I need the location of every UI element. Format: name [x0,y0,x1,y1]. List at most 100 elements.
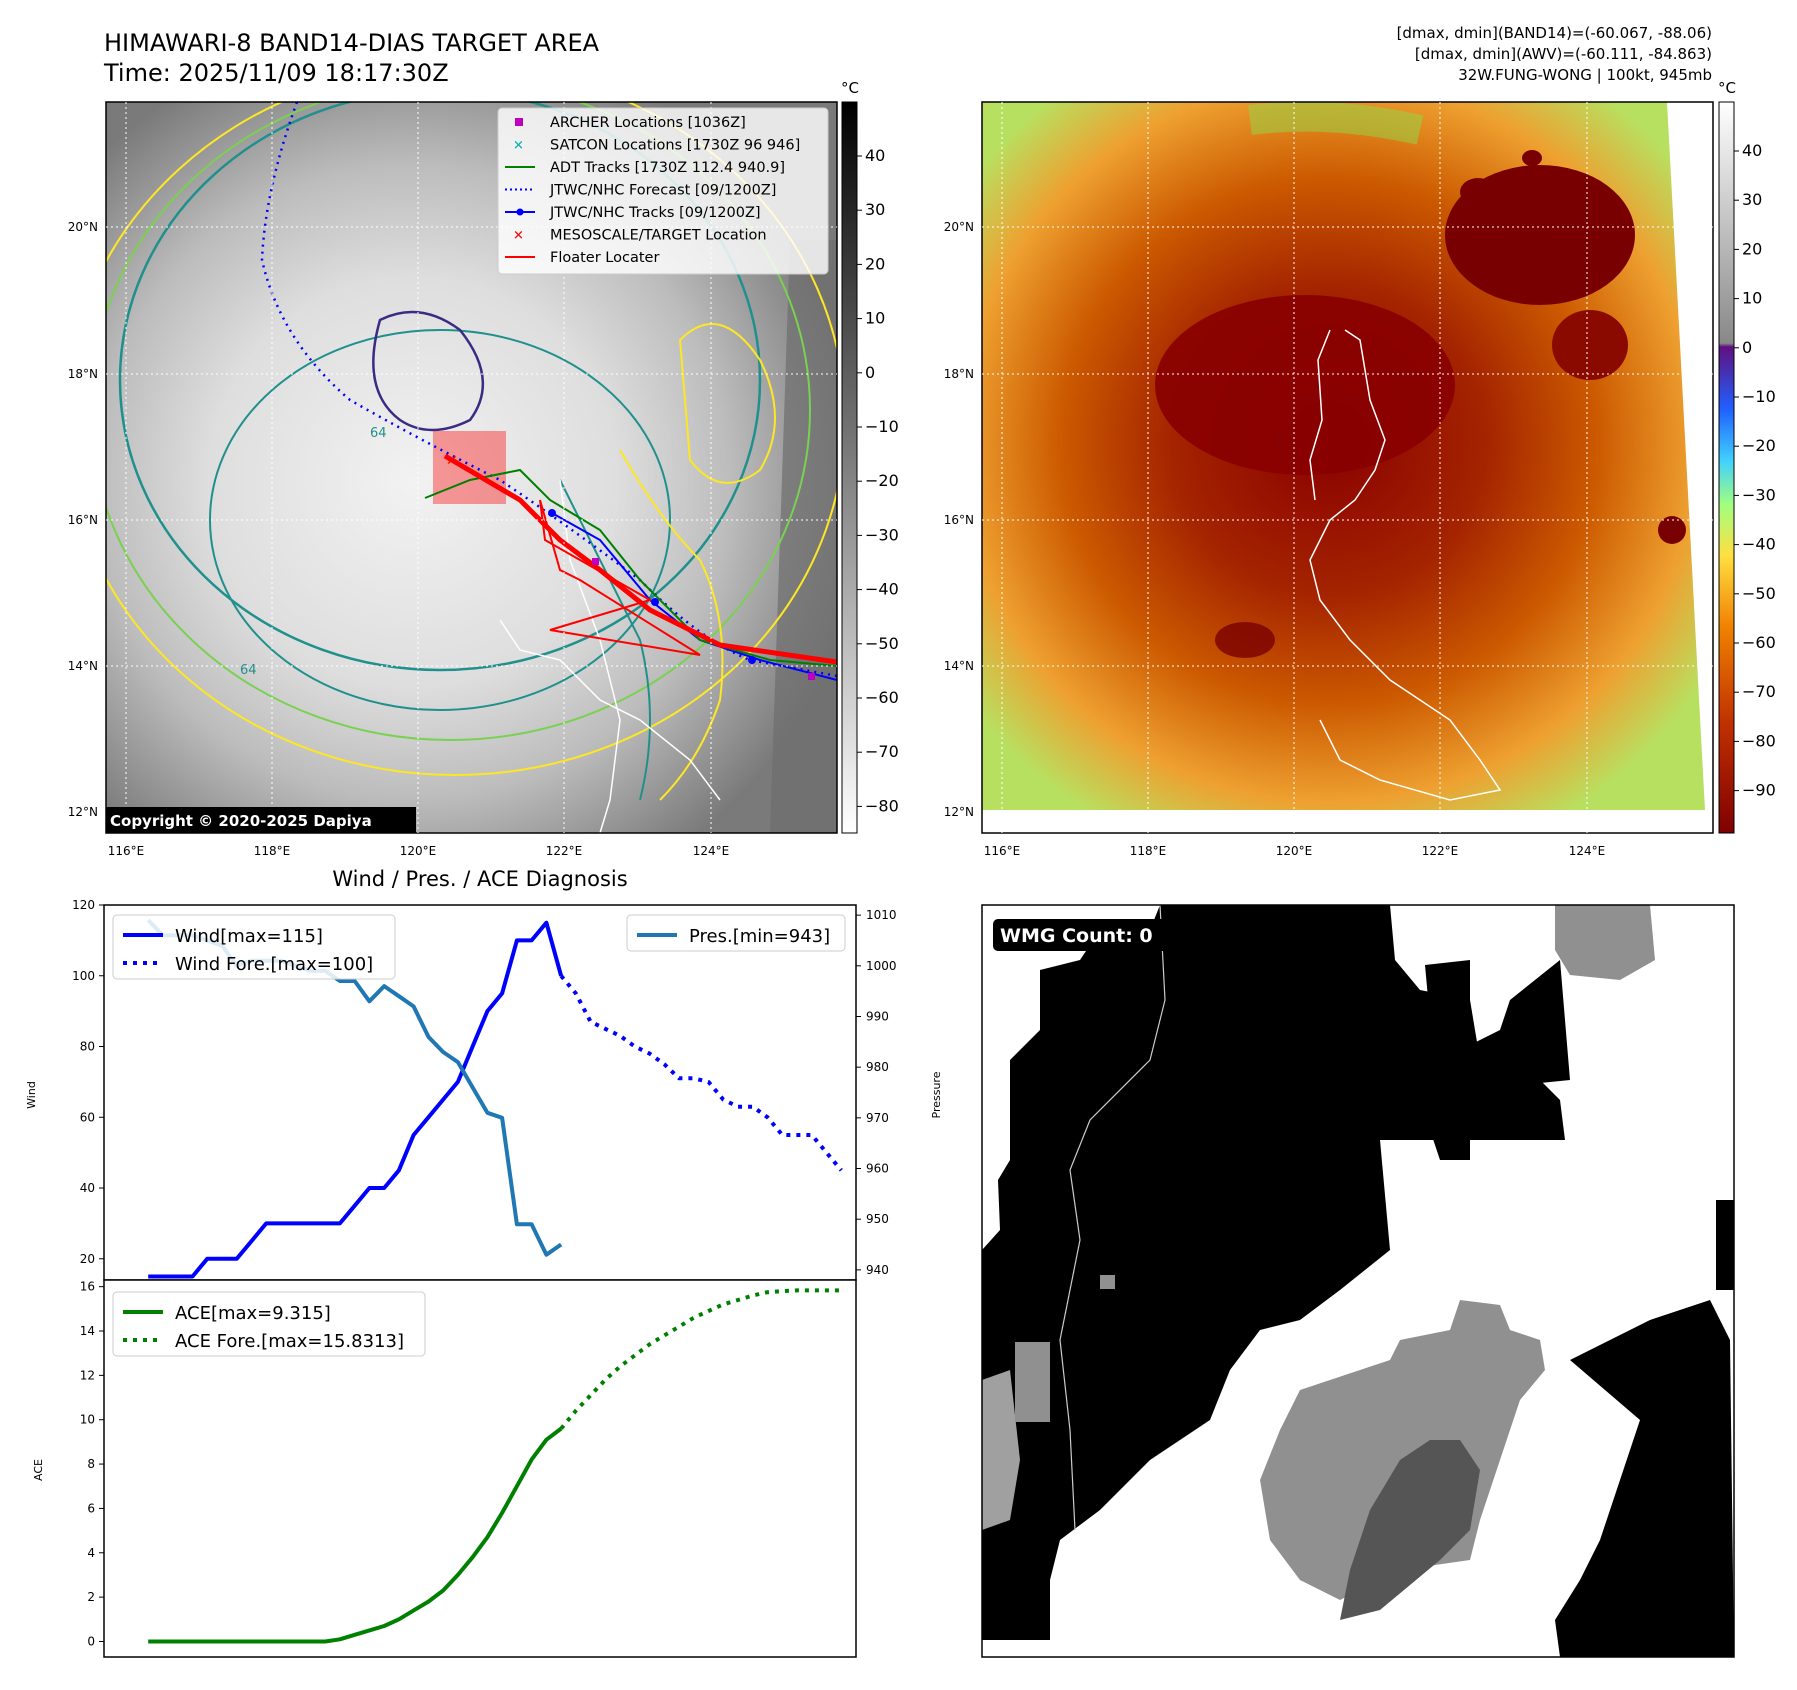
wmg-count-badge [993,919,1173,951]
target-location-marker: ✕ [446,453,458,469]
ir-map-frame [105,101,838,834]
colorbar-tick-label: −80 [1742,731,1776,750]
lon-tick-label: 116°E [108,844,145,858]
y-tick-label: 16 [80,1280,95,1294]
legend-label: Wind Fore.[max=100] [175,954,373,975]
y2-tick-label: 950 [866,1212,889,1226]
colorbar-tick-label: −40 [865,580,899,599]
y-tick-label: 6 [87,1501,95,1515]
storm-info-text: 32W.FUNG-WONG | 100kt, 945mb [1458,66,1712,84]
lat-tick-label: 12°N [944,805,974,819]
legend-item: JTWC/NHC Forecast [09/1200Z] [505,183,776,199]
legend-swatch: ✕ [513,139,524,154]
colorbar-tick-label: −40 [1742,535,1776,554]
colorbar-tick-label: 40 [865,146,885,165]
legend-label: JTWC/NHC Forecast [09/1200Z] [549,183,776,199]
y2-tick-label: 960 [866,1162,889,1176]
lat-tick-label: 12°N [68,805,98,819]
contour-label: 64 [240,663,257,678]
legend-item: ADT Tracks [1730Z 112.4 940.9] [505,160,785,176]
legend-item: ✕ SATCON Locations [1730Z 96 946] [513,138,800,154]
pressure-axis-label: Pressure [930,1071,943,1118]
series-line [148,1427,563,1644]
lon-tick-label: 120°E [1276,844,1313,858]
legend-item: JTWC/NHC Tracks [09/1200Z] [505,205,761,221]
wmg-frame [981,904,1735,1658]
colorbar-tick-label: −90 [1742,781,1776,800]
y2-tick-label: 1000 [866,959,897,973]
awv-colorbar-unit: °C [1718,79,1736,97]
awv-range-text: [dmax, dmin](AWV)=(-60.111, -84.863) [1415,45,1712,63]
awv-map-frame [981,101,1714,834]
band14-range-text: [dmax, dmin](BAND14)=(-60.067, -88.06) [1397,24,1712,42]
colorbar-tick-label: −30 [1742,485,1776,504]
colorbar-tick-label: −20 [1742,436,1776,455]
lon-tick-label: 124°E [1569,844,1606,858]
awv-imagery [982,102,1705,810]
colorbar-tick-label: −20 [865,471,899,490]
legend-label: SATCON Locations [1730Z 96 946] [550,138,800,154]
figure-timestamp: Time: 2025/11/09 18:17:30Z [103,59,449,87]
awv-colorbar: °C 40 30 20 10 0 −10 −20 −30 −40 −50 −60 −70 −80 −90 [1718,79,1776,834]
mesoscale-target-track [443,453,837,665]
y2-tick-label: 940 [866,1263,889,1277]
lon-tick-label: 118°E [1130,844,1167,858]
colorbar-tick-label: 20 [865,254,885,273]
wmg-panel: WMG Count: 0 [981,904,1735,1658]
y2-tick-label: 970 [866,1111,889,1125]
archer-location-marker [592,558,599,565]
ir-colorbar: °C 40 30 20 10 0 −10 −20 −30 −40 −50 −60 −70 −80 [841,79,899,834]
legend-swatch: ✕ [513,229,524,244]
lat-tick-label: 18°N [944,367,974,381]
colorbar-tick-label: 10 [1742,289,1762,308]
legend-item: ✕ MESOSCALE/TARGET Location [513,228,767,244]
colorbar-tick-label: −60 [865,688,899,707]
lon-tick-label: 124°E [693,844,730,858]
y-tick-label: 12 [80,1368,95,1382]
legend-label: ACE Fore.[max=15.8313] [175,1331,404,1352]
ir-map-panel: ✕ 64 64 Copyright © 2020-2025 Dapiya ARC… [105,79,899,834]
legend-label: Wind[max=115] [175,926,323,947]
awv-map-panel: °C 40 30 20 10 0 −10 −20 −30 −40 −50 −60 −70 −80 −90 [981,79,1776,834]
contour-label: 64 [370,426,387,441]
y-tick-label: 80 [80,1040,95,1054]
legend-swatch [515,118,523,126]
colorbar-tick-label: −80 [865,796,899,815]
copyright-box [106,807,416,833]
chart-legend: Pres.[min=943] [626,914,846,952]
colorbar-tick-label: 40 [1742,141,1762,160]
legend-item: Floater Locater [505,250,659,266]
legend-label: ARCHER Locations [1036Z] [550,115,746,131]
y2-tick-label: 1010 [866,908,897,922]
adt-track [424,468,837,667]
colorbar-tick-label: −50 [865,634,899,653]
lat-tick-label: 20°N [68,220,98,234]
colorbar-tick-label: 20 [1742,239,1762,258]
lon-tick-label: 120°E [400,844,437,858]
series-line [148,920,564,1279]
colorbar-tick-label: −10 [1742,387,1776,406]
chart-legend: ACE[max=9.315] ACE Fore.[max=15.8313] [112,1291,426,1357]
ir-features: ✕ [106,102,837,833]
lat-tick-label: 18°N [68,367,98,381]
wmg-imagery [982,904,1734,1657]
ir-colorbar-unit: °C [841,79,859,97]
wmg-count-text: WMG Count: 0 [1000,925,1153,947]
legend-label: Floater Locater [550,250,659,266]
colorbar-tick-label: 0 [865,363,875,382]
lat-tick-label: 20°N [944,220,974,234]
legend-label: MESOSCALE/TARGET Location [550,228,767,244]
colorbar-tick-label: 0 [1742,338,1752,357]
colorbar-tick-label: 10 [865,309,885,328]
figure-title: HIMAWARI-8 BAND14-DIAS TARGET AREA [104,29,600,57]
floater-locater-track [539,499,701,656]
legend-label: ADT Tracks [1730Z 112.4 940.9] [550,160,785,176]
lat-tick-label: 14°N [68,659,98,673]
y-tick-label: 60 [80,1110,95,1124]
colorbar-tick-label: −50 [1742,584,1776,603]
diagnosis-chart: Wind / Pres. / ACE Diagnosis Wind Pressu… [25,867,943,1658]
chart-title: Wind / Pres. / ACE Diagnosis [332,867,627,891]
lat-tick-label: 16°N [944,513,974,527]
series-line [559,1288,842,1430]
y-tick-label: 20 [80,1252,95,1266]
